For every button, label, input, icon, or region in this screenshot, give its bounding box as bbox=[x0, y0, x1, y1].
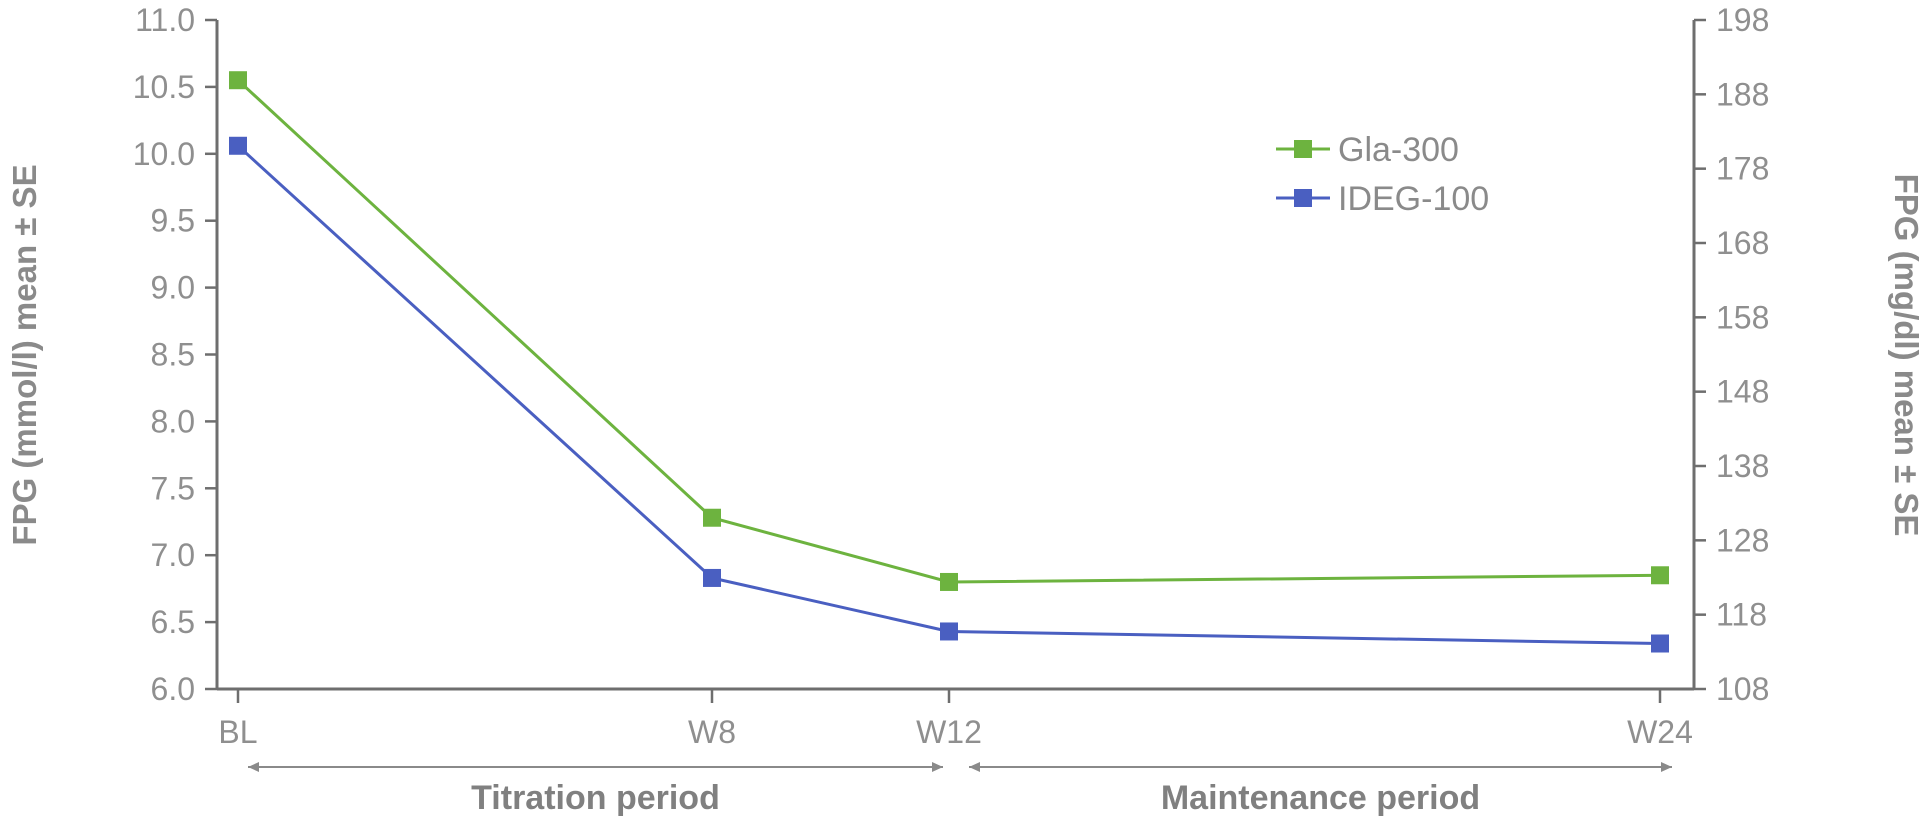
right-y-tick-label: 198 bbox=[1716, 2, 1769, 38]
y-axis-title-right: FPG (mg/dl) mean ± SE bbox=[1888, 174, 1920, 537]
period-arrow-head-right bbox=[1661, 762, 1672, 772]
left-y-tick-label: 6.5 bbox=[151, 604, 195, 640]
series-line bbox=[236, 144, 1661, 646]
left-y-tick-label: 11.0 bbox=[135, 2, 195, 38]
left-y-tick-label: 7.5 bbox=[151, 470, 195, 506]
period-arrow-head-right bbox=[932, 762, 943, 772]
right-y-tick-label: 138 bbox=[1716, 448, 1769, 484]
y-axis-title-left: FPG (mmol/l) mean ± SE bbox=[6, 164, 43, 545]
left-y-tick-label: 7.0 bbox=[151, 537, 195, 573]
data-point bbox=[940, 572, 958, 591]
data-point bbox=[940, 622, 958, 641]
x-ticks: BL W8 W12 W24 bbox=[218, 689, 1693, 750]
left-y-tick-label: 6.0 bbox=[151, 671, 195, 707]
legend: Gla-300 IDEG-100 bbox=[1276, 131, 1489, 218]
legend-label: Gla-300 bbox=[1338, 131, 1459, 169]
right-y-tick-label: 168 bbox=[1716, 225, 1769, 261]
right-y-tick-label: 118 bbox=[1716, 597, 1767, 633]
x-tick-label: W12 bbox=[916, 714, 982, 750]
legend-marker bbox=[1294, 189, 1312, 207]
x-tick-label: W24 bbox=[1627, 714, 1693, 750]
right-y-tick-label: 128 bbox=[1716, 522, 1769, 558]
x-tick-label: BL bbox=[218, 714, 257, 750]
legend-label: IDEG-100 bbox=[1338, 180, 1489, 218]
period-label: Titration period bbox=[471, 779, 720, 817]
legend-marker bbox=[1294, 140, 1312, 158]
left-y-tick-label: 10.5 bbox=[133, 69, 195, 105]
right-y-tick-label: 148 bbox=[1716, 374, 1769, 410]
data-point bbox=[1651, 566, 1669, 585]
left-y-ticks: 6.0 6.5 7.0 7.5 8.0 8.5 9.0 9.5 10.0 10.5 11.0 bbox=[133, 2, 217, 707]
right-y-tick-label: 178 bbox=[1716, 151, 1769, 187]
data-point bbox=[229, 136, 247, 155]
data-point bbox=[703, 568, 721, 587]
period-label: Maintenance period bbox=[1161, 779, 1480, 817]
period-arrow-head-left bbox=[969, 762, 980, 772]
data-point bbox=[229, 71, 247, 90]
x-tick-label: W8 bbox=[688, 714, 736, 750]
data-point bbox=[1651, 634, 1669, 653]
right-y-ticks: 108 118 128 138 148 158 168 178 188 198 bbox=[1694, 2, 1769, 707]
right-y-tick-label: 188 bbox=[1716, 76, 1769, 112]
left-y-tick-label: 9.5 bbox=[151, 203, 195, 239]
right-y-tick-label: 108 bbox=[1716, 671, 1769, 707]
period-brackets: Titration period Maintenance period bbox=[248, 762, 1672, 817]
left-y-tick-label: 10.0 bbox=[133, 136, 195, 172]
left-y-tick-label: 8.5 bbox=[151, 337, 195, 373]
data-point bbox=[703, 508, 721, 527]
left-y-tick-label: 9.0 bbox=[151, 270, 195, 306]
left-y-tick-label: 8.0 bbox=[151, 403, 195, 439]
right-y-tick-label: 158 bbox=[1716, 299, 1769, 335]
series-layer bbox=[229, 71, 1669, 653]
period-arrow-head-left bbox=[248, 762, 259, 772]
series-line bbox=[236, 79, 1661, 584]
